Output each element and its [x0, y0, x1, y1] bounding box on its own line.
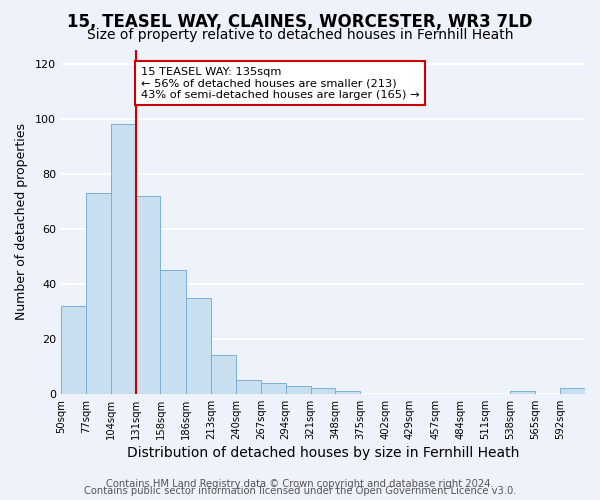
Bar — [136, 196, 160, 394]
Bar — [211, 356, 236, 394]
Text: 15 TEASEL WAY: 135sqm
← 56% of detached houses are smaller (213)
43% of semi-det: 15 TEASEL WAY: 135sqm ← 56% of detached … — [141, 66, 419, 100]
Y-axis label: Number of detached properties: Number of detached properties — [15, 124, 28, 320]
Text: Contains HM Land Registry data © Crown copyright and database right 2024.: Contains HM Land Registry data © Crown c… — [106, 479, 494, 489]
Bar — [61, 306, 86, 394]
Bar — [261, 383, 286, 394]
Bar — [86, 193, 110, 394]
Bar — [311, 388, 335, 394]
Bar — [511, 391, 535, 394]
Text: Size of property relative to detached houses in Fernhill Heath: Size of property relative to detached ho… — [87, 28, 513, 42]
Bar — [160, 270, 186, 394]
Bar — [335, 391, 360, 394]
Bar — [286, 386, 311, 394]
X-axis label: Distribution of detached houses by size in Fernhill Heath: Distribution of detached houses by size … — [127, 446, 519, 460]
Bar — [560, 388, 585, 394]
Bar — [236, 380, 261, 394]
Text: 15, TEASEL WAY, CLAINES, WORCESTER, WR3 7LD: 15, TEASEL WAY, CLAINES, WORCESTER, WR3 … — [67, 12, 533, 30]
Bar — [186, 298, 211, 394]
Bar — [110, 124, 136, 394]
Text: Contains public sector information licensed under the Open Government Licence v3: Contains public sector information licen… — [84, 486, 516, 496]
